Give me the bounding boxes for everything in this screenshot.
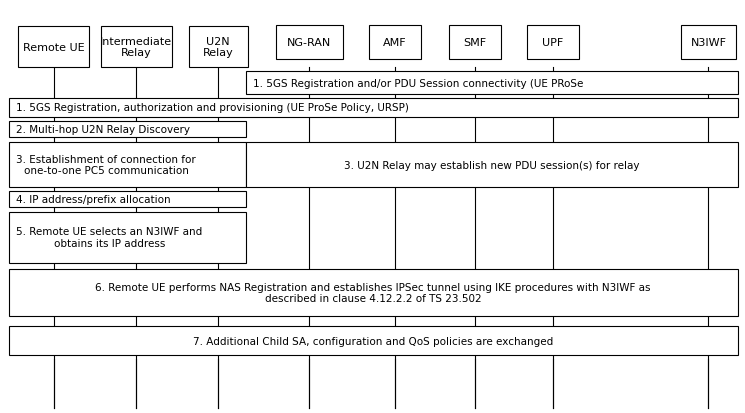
Text: Remote UE: Remote UE	[23, 43, 84, 52]
Text: U2N
Relay: U2N Relay	[203, 37, 234, 58]
Bar	[681, 26, 736, 60]
Bar	[449, 26, 501, 60]
Bar	[246, 72, 738, 95]
Text: 1. 5GS Registration, authorization and provisioning (UE ProSe Policy, URSP): 1. 5GS Registration, authorization and p…	[16, 103, 409, 113]
Text: 6. Remote UE performs NAS Registration and establishes IPSec tunnel using IKE pr: 6. Remote UE performs NAS Registration a…	[95, 282, 651, 304]
Text: N3IWF: N3IWF	[691, 38, 726, 48]
Text: NG-RAN: NG-RAN	[287, 38, 332, 48]
Bar	[276, 26, 343, 60]
Text: 4. IP address/prefix allocation: 4. IP address/prefix allocation	[16, 195, 171, 205]
Bar	[101, 27, 171, 68]
Text: 3. U2N Relay may establish new PDU session(s) for relay: 3. U2N Relay may establish new PDU sessi…	[344, 160, 639, 170]
Bar	[9, 326, 738, 355]
Bar	[246, 142, 738, 188]
Text: 5. Remote UE selects an N3IWF and
obtains its IP address: 5. Remote UE selects an N3IWF and obtain…	[16, 227, 203, 249]
Text: 7. Additional Child SA, configuration and QoS policies are exchanged: 7. Additional Child SA, configuration an…	[193, 336, 554, 346]
Bar	[18, 27, 89, 68]
Text: SMF: SMF	[463, 38, 487, 48]
Text: UPF: UPF	[542, 38, 563, 48]
Bar	[527, 26, 579, 60]
Text: 3. Establishment of connection for
one-to-one PC5 communication: 3. Establishment of connection for one-t…	[16, 154, 196, 176]
Bar	[9, 98, 738, 118]
Bar	[9, 270, 738, 316]
Text: Intermediate
Relay: Intermediate Relay	[101, 37, 172, 58]
Text: AMF: AMF	[383, 38, 407, 48]
Bar	[9, 192, 246, 208]
Text: 2. Multi-hop U2N Relay Discovery: 2. Multi-hop U2N Relay Discovery	[16, 125, 191, 135]
Bar	[189, 27, 247, 68]
Text: 1. 5GS Registration and/or PDU Session connectivity (UE PRoSe: 1. 5GS Registration and/or PDU Session c…	[253, 78, 583, 88]
Bar	[9, 212, 246, 263]
Bar	[9, 142, 246, 188]
Bar	[9, 122, 246, 138]
Bar	[369, 26, 421, 60]
